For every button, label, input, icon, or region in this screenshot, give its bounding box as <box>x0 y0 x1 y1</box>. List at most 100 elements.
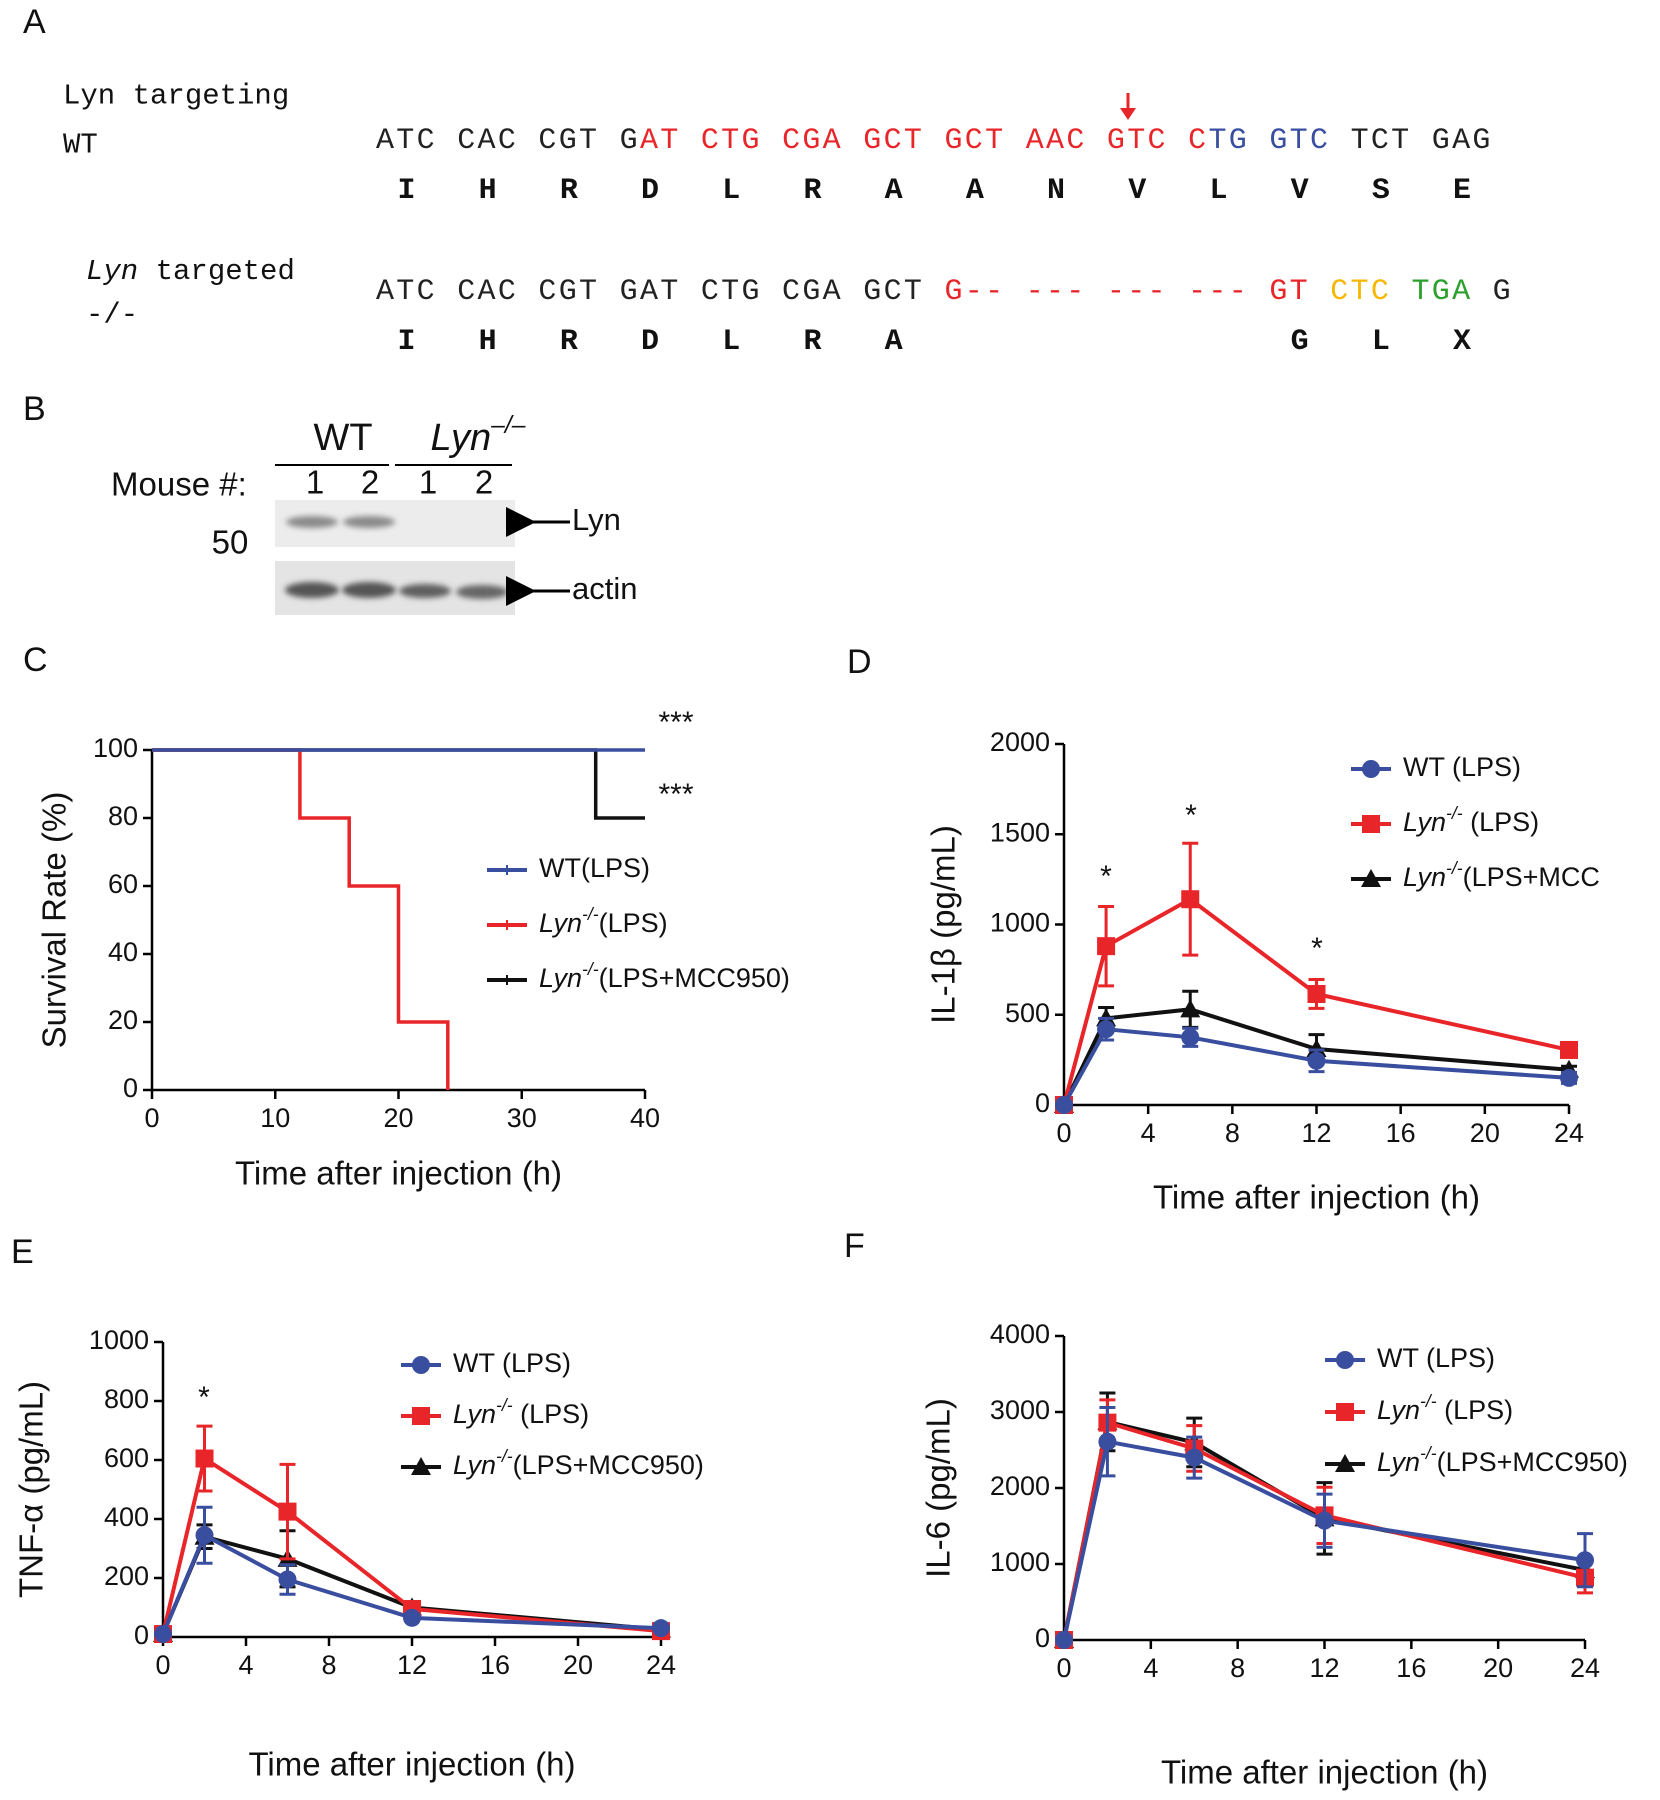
panel-label: D <box>847 643 872 681</box>
band <box>456 585 508 599</box>
x-tick-label: 20 <box>1470 1118 1500 1148</box>
sequence-segment: TGA <box>1391 275 1472 309</box>
legend-label: Lyn-/-(LPS+MCC950) <box>539 959 790 993</box>
series-line <box>152 748 645 820</box>
genotype: WT <box>63 129 98 162</box>
amino-acid: H <box>479 325 497 359</box>
band <box>343 516 395 528</box>
x-tick-label: 8 <box>1230 1653 1245 1683</box>
sequence-segment: G-- --- --- --- GT <box>944 275 1309 309</box>
amino-acid: V <box>1291 174 1309 208</box>
legend-label: Lyn-/-(LPS+MCC950) <box>1377 1443 1628 1477</box>
amino-acid: R <box>560 325 578 359</box>
annotation: *** <box>658 706 693 739</box>
x-tick-label: 4 <box>1143 1653 1158 1683</box>
marker <box>1576 1551 1594 1570</box>
amino-acid: H <box>479 174 497 208</box>
marker <box>1185 1448 1204 1467</box>
x-tick-label: 4 <box>238 1650 253 1680</box>
band <box>399 584 451 598</box>
x-axis-title: Time after injection (h) <box>248 1746 575 1783</box>
legend-label: Lyn-/-(LPS+MCC950) <box>453 1446 704 1480</box>
legend-label: Lyn-/- (LPS) <box>453 1395 589 1429</box>
marker <box>1307 984 1326 1003</box>
x-tick-label: 24 <box>1554 1118 1584 1148</box>
legend-label: Lyn-/- (LPS) <box>1377 1391 1513 1425</box>
sequence-segment: CTC <box>1310 275 1391 309</box>
lanes-label: Mouse #: <box>111 466 247 503</box>
marker <box>1098 1432 1117 1451</box>
x-axis-title: Time after injection (h) <box>1161 1754 1488 1791</box>
y-tick-label: 1000 <box>990 1547 1050 1577</box>
y-tick-label: 800 <box>104 1384 149 1414</box>
x-tick-label: 0 <box>155 1650 170 1680</box>
amino-acid: R <box>803 174 821 208</box>
annotation: * <box>1185 799 1197 832</box>
panel-label: E <box>11 1233 34 1271</box>
cut-arrow-head <box>1120 108 1136 120</box>
marker <box>652 1619 670 1638</box>
x-tick-label: 20 <box>1483 1653 1513 1683</box>
x-tick-label: 0 <box>144 1103 159 1133</box>
y-tick-label: 60 <box>108 869 138 899</box>
group-label: WT <box>313 417 372 459</box>
annotation: * <box>1311 932 1323 965</box>
band <box>286 516 338 528</box>
panel-label: A <box>23 3 46 41</box>
y-tick-label: 1000 <box>990 908 1050 938</box>
legend-marker <box>412 1356 430 1374</box>
legend-label: Lyn-/- (LPS) <box>1403 803 1539 837</box>
legend-marker <box>411 1457 431 1475</box>
x-tick-label: 30 <box>507 1103 537 1133</box>
x-tick-label: 0 <box>1056 1653 1071 1683</box>
panel-label: F <box>844 1227 865 1265</box>
legend-marker <box>1362 760 1380 778</box>
legend-label: Lyn-/-(LPS) <box>539 904 668 938</box>
amino-acid: L <box>1209 174 1227 208</box>
y-axis-title: IL-6 (pg/mL) <box>920 1398 957 1578</box>
y-tick-label: 4000 <box>990 1319 1050 1349</box>
marker <box>1097 1020 1116 1039</box>
marker <box>1306 1039 1327 1058</box>
legend-label: WT (LPS) <box>453 1348 571 1378</box>
marker <box>1181 890 1200 909</box>
band-label: actin <box>572 571 637 606</box>
marker <box>195 1449 214 1468</box>
x-tick-label: 8 <box>321 1650 336 1680</box>
y-tick-label: 20 <box>108 1005 138 1035</box>
x-tick-label: 16 <box>1396 1653 1426 1683</box>
amino-acid: I <box>397 325 415 359</box>
dna-sequence: ATC CAC CGT GAT CTG CGA GCT GCT AAC GTC … <box>376 124 1493 158</box>
amino-acid: R <box>560 174 578 208</box>
marker <box>195 1526 214 1545</box>
amino-acid: L <box>722 325 740 359</box>
y-tick-label: 1500 <box>990 817 1050 847</box>
y-tick-label: 0 <box>134 1620 149 1650</box>
marker <box>1055 1631 1073 1649</box>
sequence-segment: TG GTC <box>1208 124 1330 158</box>
marker <box>278 1502 297 1521</box>
amino-acid: E <box>1453 174 1471 208</box>
x-tick-label: 10 <box>260 1103 290 1133</box>
marker <box>403 1608 421 1627</box>
group-label: Lyn–/– <box>431 412 526 459</box>
amino-acid: I <box>397 174 415 208</box>
sequence-segment: ATC CAC CGT G <box>376 124 640 158</box>
row-title: Lyn targeted <box>86 255 295 288</box>
legend-label: WT (LPS) <box>1403 752 1521 782</box>
amino-acid: N <box>1047 174 1065 208</box>
row-title: Lyn targeting <box>63 80 289 113</box>
band-label: Lyn <box>572 502 621 537</box>
x-tick-label: 40 <box>630 1103 660 1133</box>
y-tick-label: 400 <box>104 1502 149 1532</box>
amino-acid: S <box>1372 174 1390 208</box>
marker <box>1560 1040 1578 1059</box>
marker <box>1315 1511 1334 1530</box>
y-tick-label: 2000 <box>990 1471 1050 1501</box>
x-tick-label: 0 <box>1056 1118 1071 1148</box>
marker <box>1560 1068 1578 1087</box>
x-tick-label: 24 <box>1570 1653 1600 1683</box>
x-tick-label: 12 <box>1309 1653 1339 1683</box>
dna-sequence: ATC CAC CGT GAT CTG CGA GCT G-- --- --- … <box>376 275 1513 309</box>
